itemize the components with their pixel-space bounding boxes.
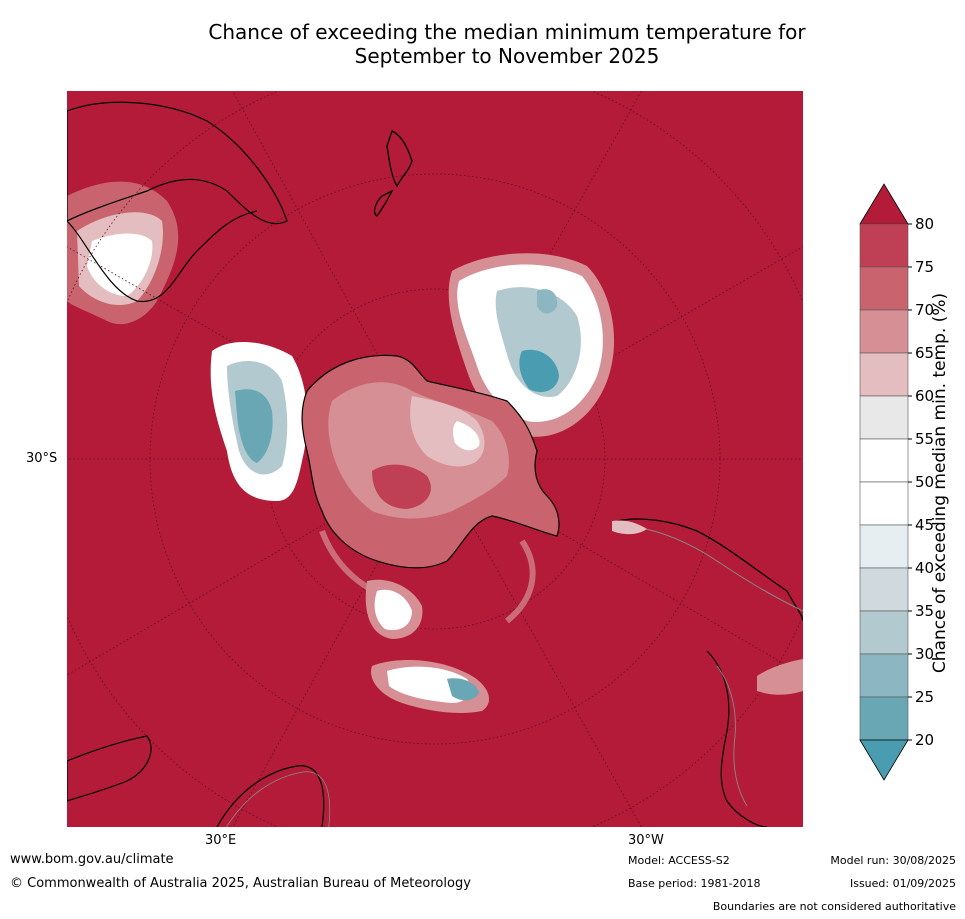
colorbar-ticks: 80 75 70 65 60 55 50 45 40 35 30 25 20 xyxy=(908,215,934,749)
colorbar-swatch xyxy=(859,610,909,655)
colorbar-tick-label: 75 xyxy=(915,258,934,276)
colorbar-swatch xyxy=(859,266,909,311)
colorbar-swatch xyxy=(859,352,909,397)
colorbar-swatch xyxy=(859,395,909,440)
colorbar-tick-label: 60 xyxy=(915,387,934,405)
colorbar-swatch xyxy=(859,653,909,698)
colorbar-extend-max xyxy=(859,183,909,225)
pacific-anomaly xyxy=(448,253,615,437)
australia-region xyxy=(67,101,288,325)
model-name: Model: ACCESS-S2 xyxy=(628,854,730,867)
model-run-date: Model run: 30/08/2025 xyxy=(830,854,956,867)
longitude-label-30e: 30°E xyxy=(205,833,237,848)
colorbar-swatch xyxy=(859,524,909,569)
colorbar-tick-label: 20 xyxy=(915,731,934,749)
boundaries-disclaimer: Boundaries are not considered authoritat… xyxy=(712,900,956,913)
colorbar-tick-label: 80 xyxy=(915,215,934,233)
colorbar-swatch xyxy=(859,309,909,354)
new-zealand xyxy=(373,130,413,217)
south-america xyxy=(612,518,803,827)
probability-map xyxy=(67,91,803,827)
title-line-1: Chance of exceeding the median minimum t… xyxy=(208,20,806,44)
colorbar-swatch xyxy=(859,696,909,741)
latitude-label-30s: 30°S xyxy=(26,451,58,466)
antarctica xyxy=(301,354,560,569)
colorbar-swatch xyxy=(859,481,909,526)
colorbar-tick-label: 65 xyxy=(915,344,934,362)
indian-ocean-anomaly xyxy=(210,341,308,501)
colorbar-tick-label: 25 xyxy=(915,688,934,706)
issued-date: Issued: 01/09/2025 xyxy=(849,877,956,890)
base-period: Base period: 1981-2018 xyxy=(628,877,761,890)
longitude-label-30w: 30°W xyxy=(628,833,664,848)
colorbar: 80 75 70 65 60 55 50 45 40 35 30 25 20 xyxy=(859,183,934,781)
colorbar-tick-label: 35 xyxy=(915,602,934,620)
website-link[interactable]: www.bom.gov.au/climate xyxy=(10,852,174,867)
colorbar-tick-label: 40 xyxy=(915,559,934,577)
colorbar-tick-label: 30 xyxy=(915,645,934,663)
colorbar-tick-label: 70 xyxy=(915,301,934,319)
colorbar-tick-label: 50 xyxy=(915,473,934,491)
colorbar-extend-min xyxy=(859,739,909,781)
map-title: Chance of exceeding the median minimum t… xyxy=(150,20,864,68)
title-line-2: September to November 2025 xyxy=(354,44,660,68)
colorbar-tick-label: 45 xyxy=(915,516,934,534)
colorbar-title: Chance of exceeding median min. temp. (%… xyxy=(930,292,950,674)
southern-africa xyxy=(67,735,331,827)
colorbar-swatch xyxy=(859,567,909,612)
colorbar-swatch xyxy=(859,223,909,268)
atlantic-anomaly-south xyxy=(365,579,490,714)
colorbar-tick-label: 55 xyxy=(915,430,934,448)
colorbar-swatch xyxy=(859,438,909,483)
colorbar-swatches xyxy=(859,183,909,781)
copyright-text: © Commonwealth of Australia 2025, Austra… xyxy=(10,876,471,891)
